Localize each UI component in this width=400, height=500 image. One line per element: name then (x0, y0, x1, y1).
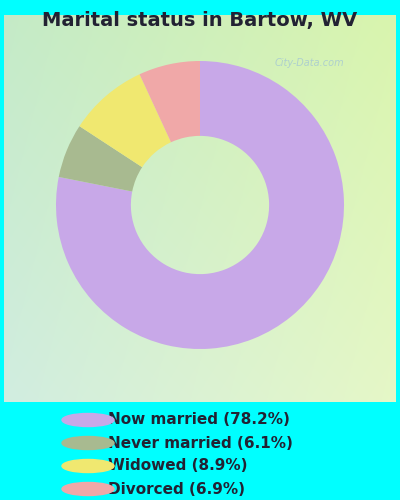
Text: Widowed (8.9%): Widowed (8.9%) (108, 458, 248, 473)
Wedge shape (59, 126, 142, 192)
Circle shape (62, 482, 114, 496)
Text: Divorced (6.9%): Divorced (6.9%) (108, 482, 245, 496)
Circle shape (62, 436, 114, 450)
Wedge shape (56, 61, 344, 349)
Text: City-Data.com: City-Data.com (274, 58, 344, 68)
Text: Marital status in Bartow, WV: Marital status in Bartow, WV (42, 11, 358, 30)
Wedge shape (140, 61, 200, 142)
Circle shape (62, 460, 114, 472)
Text: Never married (6.1%): Never married (6.1%) (108, 436, 293, 450)
Wedge shape (80, 74, 171, 167)
Circle shape (62, 414, 114, 426)
Text: Now married (78.2%): Now married (78.2%) (108, 412, 290, 428)
